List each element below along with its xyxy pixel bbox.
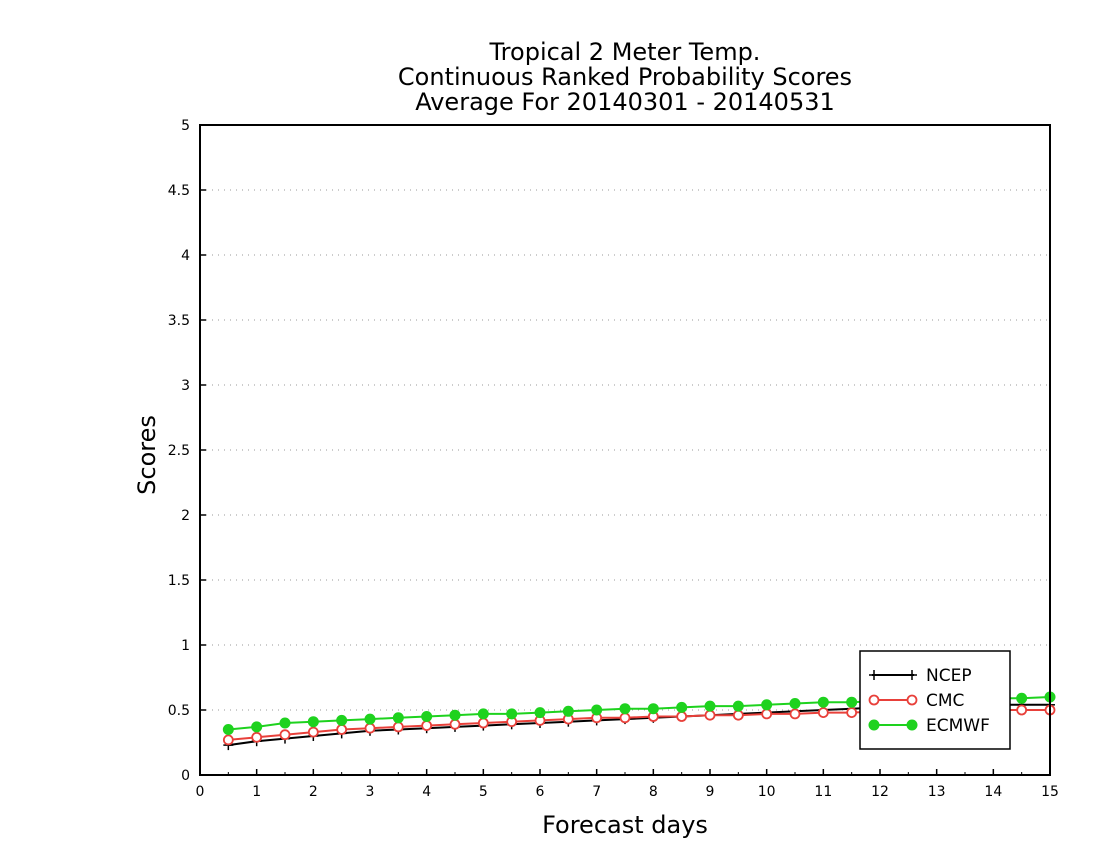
y-tick-label: 2 (181, 508, 190, 524)
data-point-cmc (449, 718, 461, 730)
x-tick-label: 14 (984, 784, 1002, 800)
x-tick-label: 15 (1041, 784, 1059, 800)
data-point-cmc (336, 724, 348, 735)
data-point-ecmwf (534, 707, 546, 719)
data-point-cmc (364, 722, 376, 734)
chart-title: Tropical 2 Meter Temp. Continuous Ranked… (398, 38, 852, 116)
data-point-ecmwf (619, 703, 631, 715)
data-point-ecmwf (449, 709, 461, 721)
data-point-ecmwf (506, 708, 518, 720)
data-point-cmc (704, 709, 716, 721)
data-point-ecmwf (307, 716, 319, 728)
title-line-3: Average For 20140301 - 20140531 (415, 88, 835, 116)
legend-label: ECMWF (926, 716, 990, 736)
data-point-ecmwf (1016, 692, 1028, 704)
y-tick-label: 4 (181, 248, 190, 264)
x-tick-label: 13 (928, 784, 946, 800)
legend: NCEP CMC ECMWF (859, 650, 1011, 750)
legend-marker (906, 719, 918, 731)
grid (200, 189, 1050, 711)
y-tick-label: 3 (181, 378, 190, 394)
title-line-2: Continuous Ranked Probability Scores (398, 63, 852, 91)
x-tick-label: 8 (649, 784, 658, 800)
data-point-cmc (761, 708, 773, 720)
y-tick-label: 3.5 (168, 313, 190, 329)
data-point-ecmwf (562, 705, 574, 717)
data-point-ecmwf (364, 713, 376, 725)
data-point-cmc (279, 729, 291, 741)
data-point-cmc (392, 721, 404, 733)
legend-label: NCEP (926, 666, 972, 686)
data-point-ecmwf (647, 703, 659, 715)
data-point-ecmwf (761, 699, 773, 711)
data-point-cmc (817, 707, 829, 718)
x-tick-label: 9 (706, 784, 715, 800)
data-point-cmc (307, 726, 319, 738)
y-tick-label: 5 (181, 118, 190, 134)
legend-marker (868, 694, 880, 706)
x-tick-label: 5 (479, 784, 488, 800)
legend-item-ncep: NCEP (869, 666, 972, 686)
x-tick-label: 6 (536, 784, 545, 800)
data-point-ecmwf (222, 724, 234, 735)
legend-item-ecmwf: ECMWF (868, 716, 990, 736)
x-tick-label: 11 (814, 784, 832, 800)
data-point-cmc (222, 734, 234, 746)
data-point-ecmwf (591, 704, 603, 716)
data-point-cmc (789, 708, 801, 720)
x-tick-label: 10 (758, 784, 776, 800)
legend-marker (907, 670, 917, 680)
y-tick-label: 2.5 (168, 443, 190, 459)
data-point-cmc (477, 717, 489, 729)
x-tick-label: 3 (366, 784, 375, 800)
x-tick-label: 12 (871, 784, 889, 800)
y-tick-label: 0 (181, 768, 190, 784)
data-point-ecmwf (392, 712, 404, 724)
x-tick-label: 0 (196, 784, 205, 800)
legend-marker (869, 670, 879, 680)
legend-marker (906, 694, 918, 706)
title-line-1: Tropical 2 Meter Temp. (489, 38, 761, 66)
legend-item-cmc: CMC (868, 691, 964, 711)
x-axis: 0 1 2 3 4 5 6 7 8 9 10 11 12 13 14 15 (196, 769, 1059, 800)
data-point-ecmwf (279, 717, 291, 729)
y-tick-label: 1 (181, 638, 190, 654)
data-point-cmc (421, 720, 433, 731)
data-point-ecmwf (846, 696, 858, 708)
x-tick-label: 7 (592, 784, 601, 800)
x-axis-label: Forecast days (542, 811, 708, 839)
data-point-ecmwf (704, 700, 716, 712)
data-point-ecmwf (251, 721, 263, 733)
legend-marker (868, 719, 880, 731)
y-tick-label: 0.5 (168, 703, 190, 719)
data-point-ecmwf (789, 698, 801, 709)
y-axis-label: Scores (133, 415, 161, 495)
y-axis: 0 0.5 1 1.5 2 2.5 3 3.5 4 4.5 5 (168, 118, 206, 784)
data-point-ecmwf (477, 708, 489, 720)
data-point-ecmwf (336, 714, 348, 726)
data-point-cmc (1016, 704, 1028, 716)
data-point-ecmwf (676, 701, 688, 713)
data-point-cmc (846, 707, 858, 718)
y-tick-label: 1.5 (168, 573, 190, 589)
x-tick-label: 2 (309, 784, 318, 800)
data-point-cmc (619, 712, 631, 724)
x-tick-label: 4 (422, 784, 431, 800)
data-point-ecmwf (732, 700, 744, 712)
legend-label: CMC (926, 691, 964, 711)
x-tick-label: 1 (252, 784, 261, 800)
data-point-cmc (251, 731, 263, 743)
data-point-cmc (676, 711, 688, 722)
data-point-ecmwf (421, 711, 433, 722)
y-tick-label: 4.5 (168, 183, 190, 199)
data-point-cmc (732, 709, 744, 721)
data-point-ecmwf (817, 696, 829, 708)
